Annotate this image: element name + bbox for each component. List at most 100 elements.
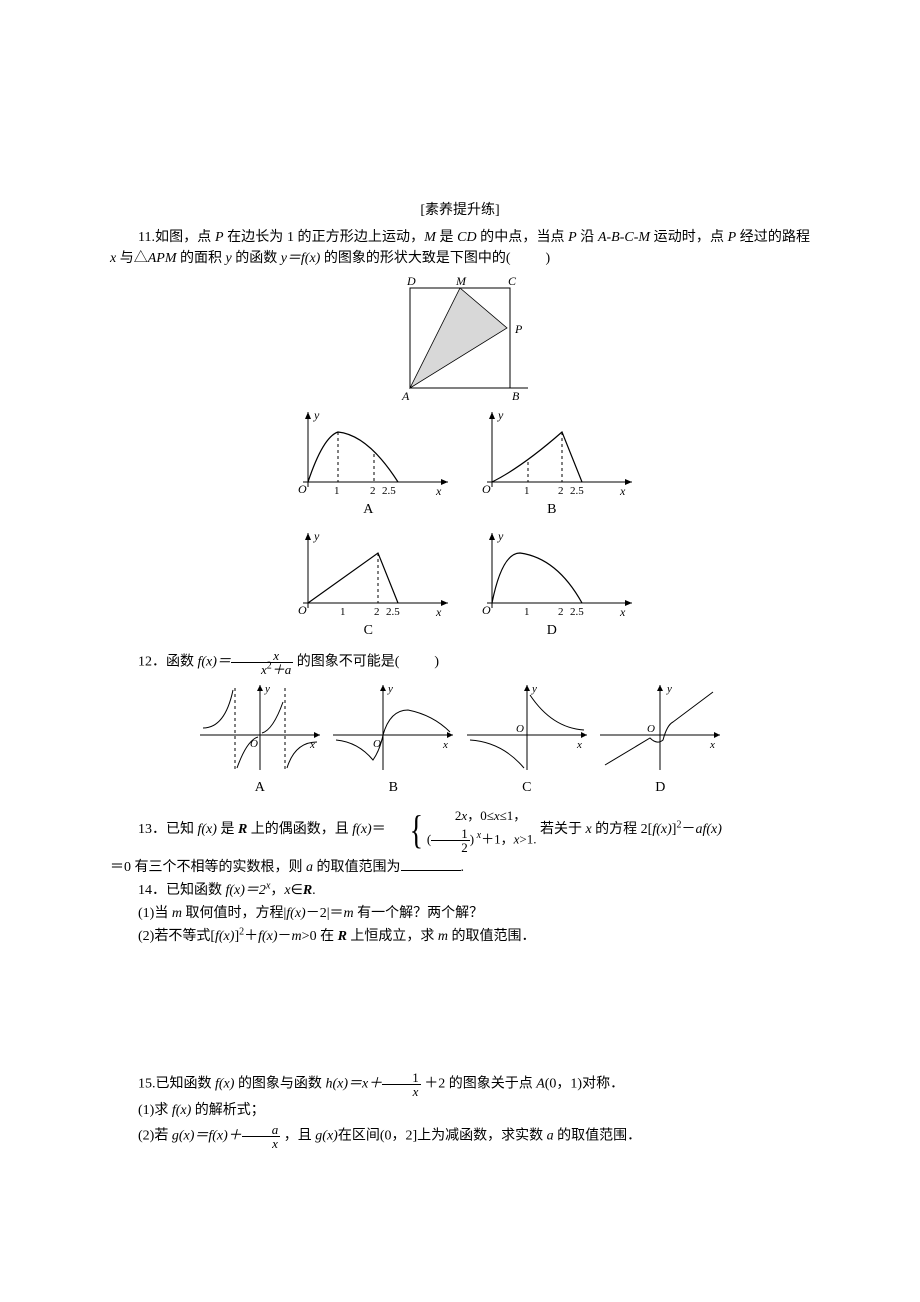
right: [530, 695, 584, 730]
in: ∈: [291, 883, 303, 898]
xl: x: [442, 739, 448, 751]
tick2: 2: [370, 485, 376, 497]
square-svg: D M C A B P: [390, 273, 530, 403]
var-P: P: [215, 230, 224, 245]
opt-D: D: [595, 777, 725, 798]
plot-B: O 1 2 2.5 x y: [462, 407, 642, 497]
O: O: [482, 603, 491, 617]
plot12-D: O x y: [595, 680, 725, 775]
lbl-B: B: [512, 389, 520, 403]
q11-labels-row1: A B: [110, 499, 810, 520]
den: x2＋a: [231, 663, 293, 676]
t: 函数: [166, 655, 198, 670]
opt-A: A: [195, 777, 325, 798]
plot12-B: O x y: [328, 680, 458, 775]
left-upper: [203, 690, 233, 728]
t: 的取值范围．: [448, 929, 536, 944]
tick25: 2.5: [386, 606, 400, 618]
t: 已知: [166, 822, 198, 837]
t: 经过的路程: [736, 230, 810, 245]
var-CD: CD: [457, 230, 476, 245]
t: 已知函数: [156, 1077, 216, 1092]
opt-B: B: [462, 499, 642, 520]
t: 在区间(0，2]上为减函数，求实数: [338, 1129, 547, 1144]
t: ): [434, 655, 439, 670]
ylabel: y: [497, 529, 504, 543]
opt-A: A: [278, 499, 458, 520]
brace-icon: {: [390, 810, 423, 850]
fracax: ax: [242, 1123, 281, 1150]
q12-labels: A B C D: [110, 777, 810, 798]
q12-num: 12．: [138, 655, 166, 670]
t: ): [546, 251, 551, 266]
tick25: 2.5: [382, 485, 396, 497]
plot-A: O 1 2 2.5 x y: [278, 407, 458, 497]
gx: g(x)＝f(x)＋: [172, 1129, 242, 1144]
mid-right: [262, 702, 283, 733]
tick1: 1: [340, 606, 346, 618]
xlabel: x: [619, 605, 626, 618]
page: [素养提升练] 11.如图，点 P 在边长为 1 的正方形边上运动，M 是 CD…: [0, 0, 920, 1302]
t: 的取值范围．: [554, 1129, 642, 1144]
t: －: [681, 822, 695, 837]
xlabel: x: [435, 484, 442, 497]
t: 的中点，当点: [477, 230, 569, 245]
tick1: 1: [524, 485, 530, 497]
tick2: 2: [558, 606, 564, 618]
O: O: [298, 482, 307, 496]
t: 的图象的形状大致是下图中的(: [320, 251, 510, 266]
R: R: [303, 883, 312, 898]
q15-part1: (1)求 f(x) 的解析式；: [110, 1100, 810, 1121]
curve-C: [308, 553, 398, 603]
t: ＋2 的图象关于点: [421, 1077, 537, 1092]
q14-part2: (2)若不等式[f(x)]2＋f(x)－m>0 在 R 上恒成立，求 m 的取值…: [110, 926, 810, 947]
xlabel: x: [619, 484, 626, 497]
ylabel: y: [313, 408, 320, 422]
O: O: [298, 603, 307, 617]
d: x: [382, 1085, 421, 1098]
t: 是: [217, 822, 238, 837]
q12-stem: 12．函数 f(x)＝xx2＋a 的图象不可能是(): [110, 649, 810, 676]
var-ABCM: A-B-C-M: [598, 230, 650, 245]
x-arrow-icon: [314, 732, 320, 738]
q13-stem: 13．已知 f(x) 是 R 上的偶函数，且 f(x)＝{ 2x，0≤x≤1， …: [110, 806, 810, 854]
x-arrow-icon: [625, 479, 632, 485]
fx2: f(x): [352, 822, 371, 837]
q11-square-figure: D M C A B P: [110, 273, 810, 403]
x-arrow-icon: [441, 479, 448, 485]
section-heading: [素养提升练]: [110, 200, 810, 221]
fraction: xx2＋a: [231, 649, 293, 676]
var-P2: P: [568, 230, 577, 245]
q13-num: 13．: [138, 822, 166, 837]
m3: m: [292, 929, 302, 944]
R: R: [238, 822, 247, 837]
q14-part1: (1)当 m 取何值时，方程|f(x)－2|＝m 有一个解？两个解？: [110, 903, 810, 924]
t: (1)求: [138, 1103, 172, 1118]
fx: f(x): [215, 1077, 234, 1092]
t: 若关于: [540, 822, 586, 837]
pa: ＋a: [272, 662, 292, 677]
a2: a: [306, 860, 313, 875]
xl: x: [709, 739, 715, 751]
t: (0，1)对称．: [545, 1077, 624, 1092]
cases: 2x，0≤x≤1， (12) x＋1，x>1.: [427, 806, 537, 854]
y-arrow-icon: [380, 685, 386, 691]
num: x: [231, 649, 293, 663]
y-arrow-icon: [305, 533, 311, 540]
gxx: g(x): [315, 1129, 338, 1144]
t: 有一个解？两个解？: [354, 906, 484, 921]
hn: 1: [431, 827, 470, 841]
t: 的图象与函数: [234, 1077, 325, 1092]
x-arrow-icon: [581, 732, 587, 738]
t: 的函数: [232, 251, 281, 266]
plot-C: O 1 2 2.5 x y: [278, 528, 458, 618]
n: 1: [382, 1071, 421, 1085]
t: (2)若不等式[: [138, 929, 215, 944]
y-arrow-icon: [257, 685, 263, 691]
triangle-APM: [410, 288, 507, 388]
O: O: [482, 482, 491, 496]
A: A: [536, 1077, 545, 1092]
q14-stem: 14．已知函数 f(x)＝2x，x∈R.: [110, 880, 810, 901]
fx4: f(x): [702, 822, 721, 837]
n: a: [242, 1123, 281, 1137]
